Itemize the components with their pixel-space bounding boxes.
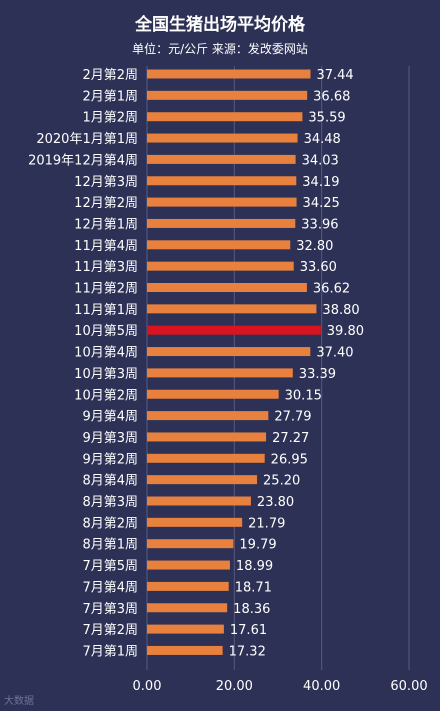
category-label: 7月第3周 [82, 602, 138, 617]
bar [147, 645, 223, 655]
value-label: 25.20 [263, 474, 300, 489]
category-label: 8月第2周 [82, 516, 138, 531]
x-tick-label: 0.00 [133, 679, 162, 694]
category-label: 8月第1周 [82, 538, 138, 553]
bar [147, 432, 267, 442]
value-label: 18.99 [236, 559, 273, 574]
category-label: 8月第3周 [82, 495, 138, 510]
value-label: 37.44 [316, 68, 353, 83]
category-label: 7月第1周 [82, 644, 138, 659]
bar [147, 261, 294, 271]
x-tick-label: 20.00 [216, 679, 253, 694]
bar [147, 560, 230, 570]
value-label: 34.25 [303, 196, 340, 211]
bar [147, 624, 224, 634]
category-label: 11月第2周 [74, 282, 138, 297]
bar [147, 154, 296, 164]
bar [147, 496, 251, 506]
value-label: 17.32 [229, 644, 266, 659]
category-label: 12月第3周 [74, 175, 138, 190]
value-label: 26.95 [271, 452, 308, 467]
value-label: 35.59 [308, 111, 345, 126]
bar [147, 240, 291, 250]
category-label: 2月第1周 [82, 89, 138, 104]
category-label: 12月第2周 [74, 196, 138, 211]
category-label: 8月第4周 [82, 474, 138, 489]
category-label: 2月第2周 [82, 68, 138, 83]
bar [147, 453, 265, 463]
value-label: 39.80 [327, 324, 364, 339]
bar [147, 389, 279, 399]
bar [147, 347, 311, 357]
category-label: 10月第4周 [74, 346, 138, 361]
value-label: 38.80 [322, 303, 359, 318]
bar [147, 69, 311, 79]
value-label: 27.27 [272, 431, 309, 446]
bar [147, 539, 234, 549]
category-label: 7月第5周 [82, 559, 138, 574]
bar [147, 112, 303, 122]
bar [147, 283, 307, 292]
category-label: 10月第5周 [74, 324, 138, 339]
value-label: 18.71 [235, 580, 272, 595]
value-label: 19.79 [239, 538, 276, 553]
category-label: 9月第2周 [82, 452, 138, 467]
chart-subtitle: 单位：元/公斤 来源：发改委网站 [132, 42, 308, 56]
value-label: 30.15 [285, 388, 322, 403]
category-label: 1月第2周 [82, 111, 138, 126]
value-label: 36.68 [313, 89, 350, 104]
bar [147, 218, 296, 228]
category-label: 10月第2周 [74, 388, 138, 403]
bar [147, 90, 308, 100]
value-label: 21.79 [248, 516, 285, 531]
bar [147, 475, 258, 485]
x-tick-label: 40.00 [303, 679, 340, 694]
value-label: 33.60 [300, 260, 337, 275]
value-label: 37.40 [316, 346, 353, 361]
category-label: 11月第3周 [74, 260, 138, 275]
bar [147, 517, 243, 527]
bar [147, 197, 297, 207]
category-label: 7月第2周 [82, 623, 138, 638]
bar [147, 304, 317, 314]
value-label: 33.96 [301, 217, 338, 232]
bar [147, 411, 269, 421]
value-label: 18.36 [233, 602, 270, 617]
bar [147, 368, 293, 378]
category-label: 9月第3周 [82, 431, 138, 446]
value-label: 36.62 [313, 282, 350, 297]
category-label: 10月第3周 [74, 367, 138, 382]
category-label: 12月第1周 [74, 217, 138, 232]
category-label: 11月第1周 [74, 303, 138, 318]
watermark-text: 大数据 [4, 696, 34, 707]
category-label: 9月第4周 [82, 410, 138, 425]
value-label: 17.61 [230, 623, 267, 638]
bar [147, 325, 321, 335]
bar [147, 603, 228, 613]
chart-title: 全国生猪出场平均价格 [135, 15, 305, 35]
bar [147, 176, 297, 186]
value-label: 32.80 [296, 239, 333, 254]
value-label: 33.39 [299, 367, 336, 382]
value-label: 34.48 [304, 132, 341, 147]
value-label: 27.79 [274, 410, 311, 425]
category-label: 2020年1月第1周 [36, 132, 138, 147]
value-label: 23.80 [257, 495, 294, 510]
bar [147, 133, 298, 143]
category-label: 2019年12月第4周 [28, 153, 138, 168]
bar [147, 581, 229, 591]
value-label: 34.19 [302, 175, 339, 190]
category-label: 11月第4周 [74, 239, 138, 254]
x-tick-label: 60.00 [390, 679, 427, 694]
category-label: 7月第4周 [82, 580, 138, 595]
value-label: 34.03 [302, 153, 339, 168]
